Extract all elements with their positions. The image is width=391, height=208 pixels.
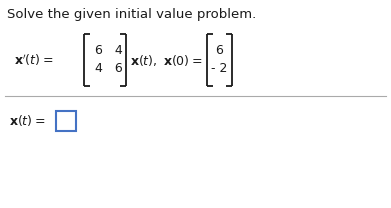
Text: $\mathbf{x}(0) =$: $\mathbf{x}(0) =$ — [163, 52, 203, 68]
FancyBboxPatch shape — [56, 111, 76, 131]
Text: $\mathbf{x}(t) =$: $\mathbf{x}(t) =$ — [9, 113, 45, 128]
Text: $\mathbf{x}'(t) =$: $\mathbf{x}'(t) =$ — [14, 52, 53, 68]
Text: 6: 6 — [215, 45, 223, 57]
Text: 4   6: 4 6 — [95, 62, 123, 76]
Text: 6   4: 6 4 — [95, 45, 123, 57]
Text: - 2: - 2 — [211, 62, 227, 76]
Text: $\mathbf{x}(t),$: $\mathbf{x}(t),$ — [130, 52, 158, 68]
Text: Solve the given initial value problem.: Solve the given initial value problem. — [7, 8, 256, 21]
